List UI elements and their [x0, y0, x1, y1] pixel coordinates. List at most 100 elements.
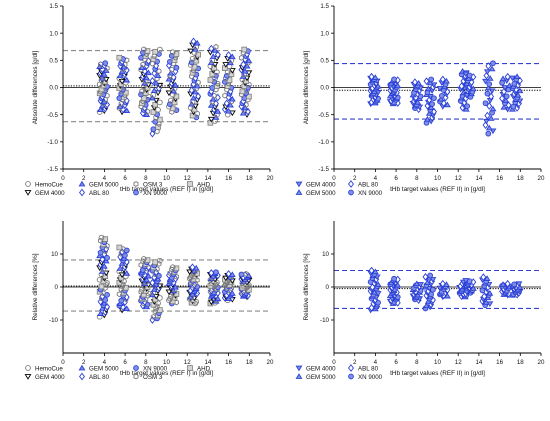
x-tick-label: 4 [103, 359, 107, 366]
data-point [193, 39, 201, 46]
data-point [462, 105, 470, 112]
data-point [144, 257, 151, 263]
data-point [140, 256, 147, 262]
data-point [209, 84, 216, 91]
legend-label: OSM 3 [143, 181, 163, 188]
data-point [239, 88, 246, 95]
data-point [193, 82, 201, 89]
y-tick-label: 10 [51, 251, 58, 258]
data-point [370, 289, 378, 295]
data-point [207, 102, 215, 108]
data-point [96, 252, 104, 259]
legend-label: GEM 5000 [89, 365, 119, 372]
x-tick-label: 6 [123, 175, 127, 182]
legend-marker [133, 373, 139, 380]
data-point [499, 281, 507, 287]
legend-marker [24, 374, 32, 380]
chart-top-right: 0 2 4 6 8 10 12 14 16 18 20 -1.5 -1.0 -0.5 0.0 0.5 1.0 1.… [295, 3, 545, 197]
data-point [243, 270, 249, 277]
cluster [148, 257, 164, 324]
data-point [169, 264, 176, 271]
legend-marker [133, 189, 139, 196]
data-point [431, 95, 437, 102]
legend-marker [295, 189, 303, 195]
x-tick-label: 0 [332, 359, 336, 366]
y-tick-label: 0.5 [49, 58, 58, 65]
y-tick-label: -10 [49, 317, 59, 324]
data-point [238, 54, 244, 61]
data-point [187, 48, 195, 55]
data-point [104, 255, 110, 261]
data-point [97, 106, 105, 113]
x-tick-label: 12 [455, 175, 462, 182]
x-tick-label: 20 [267, 175, 274, 182]
data-point [228, 95, 236, 102]
cluster [96, 60, 111, 115]
legend-label: ABL 80 [358, 365, 379, 372]
cluster [221, 269, 236, 304]
data-point [225, 51, 232, 59]
data-point [500, 103, 508, 110]
legend-label: GEM 4000 [35, 190, 65, 197]
cluster [422, 272, 437, 312]
data-point [503, 93, 510, 100]
x-axis-label: tHb target values (REF I) in [g/dl] [120, 370, 213, 377]
data-point [483, 71, 490, 80]
data-point [150, 109, 157, 115]
data-point [438, 92, 445, 99]
data-point [207, 116, 215, 123]
data-point [245, 57, 253, 64]
legend-label: ABL 80 [89, 374, 110, 381]
chart-bottom-left: 0 2 4 6 8 10 12 14 16 18 20 -10 0 10 Relative differen… [24, 221, 274, 381]
cluster [165, 264, 180, 307]
data-point [98, 283, 105, 290]
data-point [391, 76, 397, 83]
x-tick-label: 6 [394, 175, 398, 182]
legend-label: ABL 80 [89, 190, 110, 197]
data-point [422, 272, 429, 281]
legend-label: GEM 4000 [306, 365, 336, 372]
x-tick-label: 14 [475, 359, 482, 366]
data-point [138, 64, 146, 70]
chart-bottom-right: 0 2 4 6 8 10 12 14 16 18 20 -10 0 10 Relative differen… [295, 221, 545, 381]
data-point [152, 48, 159, 55]
data-point [469, 85, 477, 92]
data-point [238, 271, 245, 278]
data-point [479, 287, 486, 294]
legend-label: OSM 3 [143, 374, 163, 381]
y-tick-label: 0 [326, 284, 330, 291]
legend-marker [348, 373, 354, 380]
data-point [188, 86, 195, 95]
cluster [508, 280, 524, 299]
x-tick-label: 16 [496, 175, 503, 182]
data-point [422, 302, 430, 309]
x-tick-label: 10 [434, 359, 441, 366]
legend-label: XN 9000 [358, 190, 383, 197]
data-point [415, 79, 423, 86]
x-axis-label: tHb target values (REF II) in [g/dl] [390, 186, 485, 193]
data-point [211, 47, 219, 53]
y-tick-label: -0.5 [47, 112, 58, 119]
cluster [148, 46, 164, 138]
data-point [149, 278, 156, 287]
x-tick-label: 6 [394, 359, 398, 366]
cluster [508, 73, 524, 112]
legend-marker [348, 364, 354, 372]
x-tick-label: 12 [184, 175, 191, 182]
data-point [430, 286, 436, 293]
x-tick-label: 16 [225, 359, 232, 366]
data-point [437, 95, 445, 102]
data-point [191, 88, 199, 95]
x-tick-label: 12 [184, 359, 191, 366]
legend-marker [79, 372, 85, 381]
data-point [486, 81, 493, 87]
data-point [243, 62, 251, 69]
x-tick-label: 10 [163, 175, 170, 182]
x-tick-label: 8 [415, 175, 419, 182]
data-point [458, 82, 465, 91]
data-point [157, 257, 163, 264]
data-point [499, 79, 505, 86]
legend-marker [78, 364, 86, 371]
legend-label: GEM 5000 [306, 190, 336, 197]
y-axis-label: Relative differences [%] [303, 253, 310, 320]
